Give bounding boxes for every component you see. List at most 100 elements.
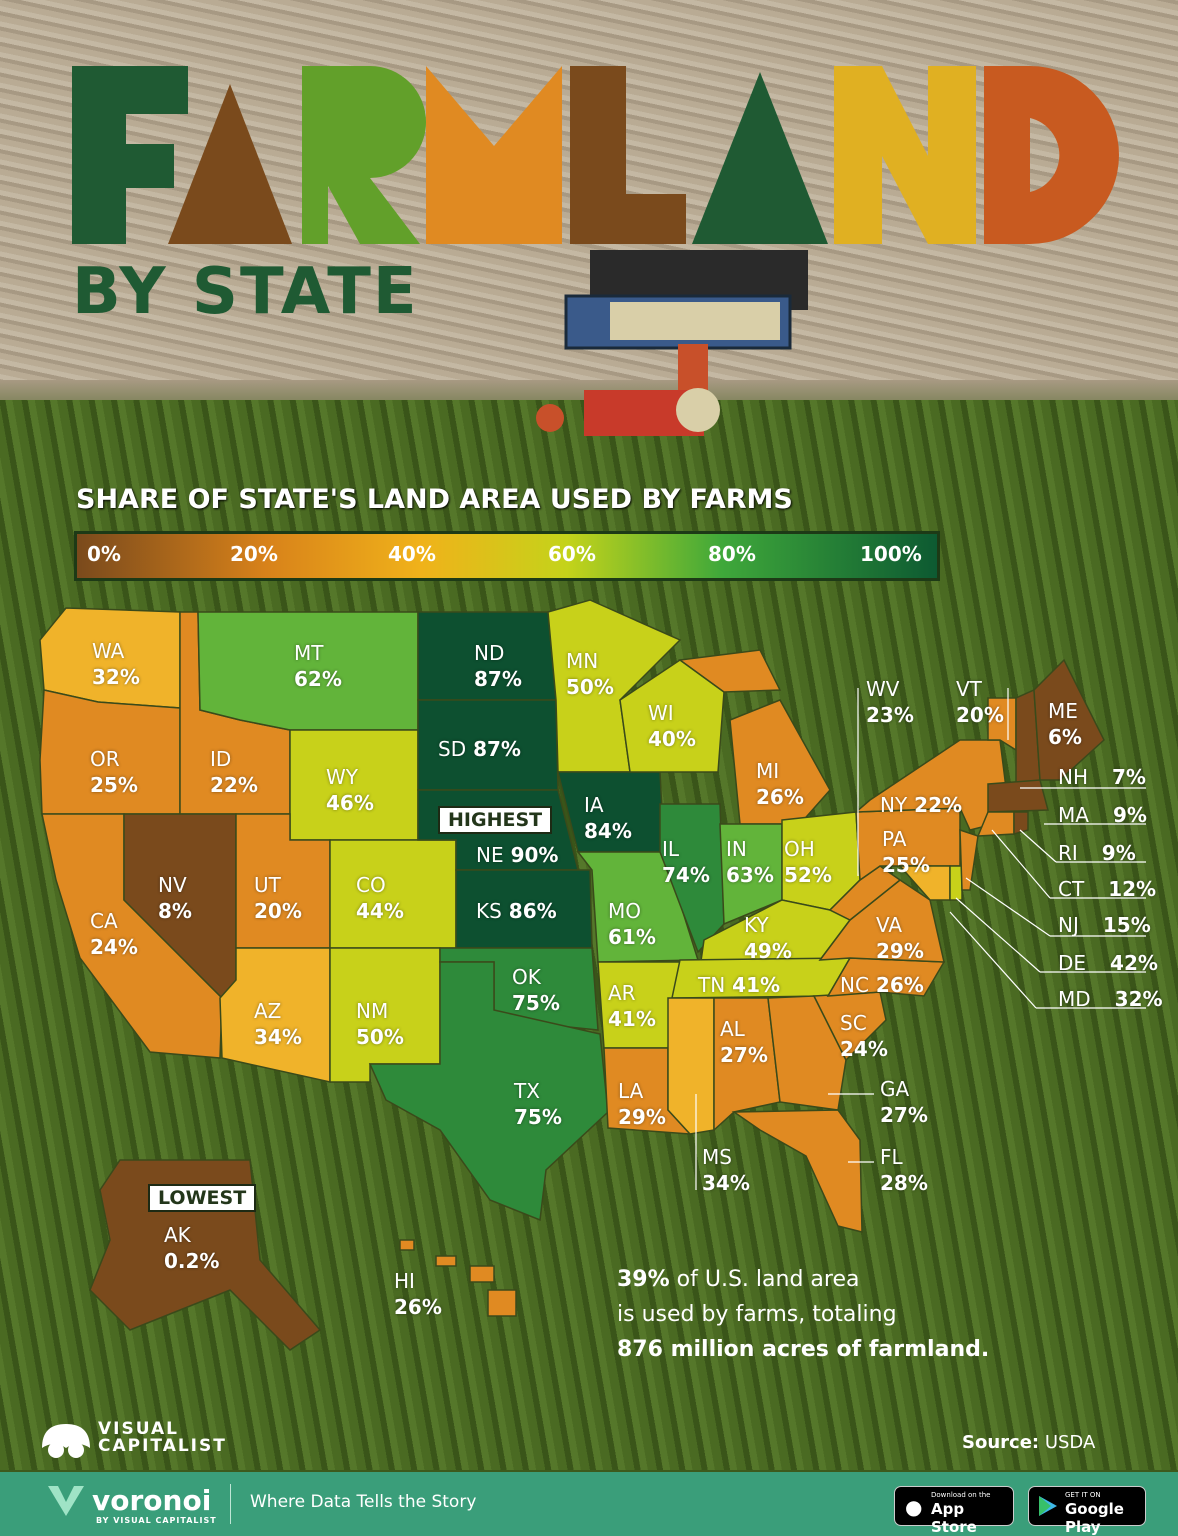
state-label-nc: NC 26% — [840, 972, 924, 998]
scale-tick-0: 0% — [87, 542, 121, 566]
state-abbr: KY — [744, 913, 769, 937]
state-value: 86% — [508, 899, 557, 923]
state-value: 41% — [732, 973, 781, 997]
scale-tick-60: 60% — [548, 542, 596, 566]
state-value: 63% — [726, 863, 774, 887]
state-label-ut: UT 20% — [254, 872, 302, 924]
state-label-nh: NH 7% — [1058, 764, 1146, 790]
state-shape-al — [713, 997, 781, 1132]
state-value: 20% — [254, 899, 302, 923]
state-abbr: MS — [702, 1145, 732, 1169]
state-abbr: AK — [164, 1223, 191, 1247]
state-value: 29% — [618, 1105, 666, 1129]
state-abbr: IL — [662, 837, 680, 861]
state-value: 41% — [608, 1007, 656, 1031]
state-shape-ri — [1013, 811, 1029, 835]
state-abbr: OR — [90, 747, 120, 771]
state-value: 22% — [210, 773, 258, 797]
state-label-de: DE 42% — [1058, 950, 1158, 976]
state-value: 90% — [510, 843, 559, 867]
state-abbr: CT — [1058, 877, 1085, 901]
us-map — [39, 599, 1146, 1351]
state-abbr: MD — [1058, 987, 1091, 1011]
state-value: 26% — [756, 785, 804, 809]
state-label-in: IN 63% — [726, 836, 774, 888]
state-shape-hi — [399, 1239, 517, 1317]
state-label-ar: AR 41% — [608, 980, 656, 1032]
state-abbr: LA — [618, 1079, 644, 1103]
state-abbr: GA — [880, 1077, 910, 1101]
state-shape-nc — [826, 957, 946, 997]
state-label-tx: TX 75% — [514, 1078, 562, 1130]
state-label-sc: SC 24% — [840, 1010, 888, 1062]
state-abbr: NM — [356, 999, 389, 1023]
state-value: 24% — [90, 935, 138, 959]
state-shape-de — [949, 865, 963, 901]
google-play-button[interactable]: GET IT ON Google Play — [1028, 1486, 1146, 1536]
state-abbr: FL — [880, 1145, 903, 1169]
scale-tick-20: 20% — [230, 542, 278, 566]
state-shape-wv — [828, 865, 902, 921]
state-value: 42% — [1110, 951, 1158, 975]
state-value: 84% — [584, 819, 632, 843]
voronoi-logo[interactable]: voronoi — [92, 1484, 212, 1517]
state-abbr: VT — [956, 677, 982, 701]
state-value: 20% — [956, 703, 1004, 727]
state-abbr: WV — [866, 677, 900, 701]
state-value: 32% — [1114, 987, 1163, 1011]
summary-text: 39% of U.S. land area is used by farms, … — [617, 1262, 989, 1367]
state-abbr: AL — [720, 1017, 745, 1041]
state-abbr: MA — [1058, 803, 1089, 827]
state-shape-me — [1033, 658, 1105, 781]
state-value: 25% — [90, 773, 138, 797]
source-value: USDA — [1039, 1432, 1096, 1453]
state-label-ct: CT 12% — [1058, 876, 1156, 902]
app-store-button[interactable]: ● Download on the App Store — [894, 1486, 1014, 1536]
state-label-ms: MS 34% — [702, 1144, 750, 1196]
state-label-vt: VT 20% — [956, 676, 1004, 728]
state-value: 87% — [473, 737, 521, 761]
state-shape-vt — [987, 697, 1017, 752]
state-abbr: NY — [880, 793, 908, 817]
state-shape-fl — [731, 1109, 863, 1233]
state-label-va: VA 29% — [876, 912, 924, 964]
state-value: 23% — [866, 703, 914, 727]
state-value: 0.2% — [164, 1249, 220, 1273]
state-abbr: ND — [474, 641, 505, 665]
state-value: 74% — [662, 863, 710, 887]
state-abbr: IA — [584, 793, 604, 817]
state-value: 32% — [92, 665, 140, 689]
app-store-small: Download on the — [931, 1491, 991, 1499]
state-abbr: WI — [648, 701, 674, 725]
state-abbr: KS — [476, 899, 502, 923]
state-value: 15% — [1102, 913, 1151, 937]
state-label-sd: SD 87% — [438, 736, 521, 762]
title-letter-a1 — [168, 84, 292, 244]
brand-line1: VISUAL — [98, 1419, 179, 1439]
state-value: 49% — [744, 939, 792, 963]
state-shape-nj — [959, 828, 979, 891]
state-label-wi: WI 40% — [648, 700, 696, 752]
state-shape-mi — [678, 649, 831, 825]
state-shape-ak — [89, 1159, 322, 1351]
source-label: Source: — [962, 1432, 1040, 1453]
state-label-ca: CA 24% — [90, 908, 138, 960]
color-scale-bar — [74, 531, 940, 581]
state-label-or: OR 25% — [90, 746, 138, 798]
state-label-wa: WA 32% — [92, 638, 140, 690]
state-abbr: OH — [784, 837, 815, 861]
state-shape-mo — [576, 851, 700, 963]
state-abbr: WA — [92, 639, 125, 663]
state-abbr: MT — [294, 641, 324, 665]
title-letter-m — [426, 66, 562, 244]
visual-capitalist-logo-icon — [42, 1424, 90, 1458]
state-abbr: RI — [1058, 841, 1078, 865]
state-abbr: AR — [608, 981, 636, 1005]
state-label-nj: NJ 15% — [1058, 912, 1151, 938]
state-label-mt: MT 62% — [294, 640, 342, 692]
state-label-pa: PA 25% — [882, 826, 930, 878]
title-letter-d — [984, 66, 1119, 244]
state-label-nv: NV 8% — [158, 872, 192, 924]
state-abbr: NJ — [1058, 913, 1079, 937]
state-label-ok: OK 75% — [512, 964, 560, 1016]
